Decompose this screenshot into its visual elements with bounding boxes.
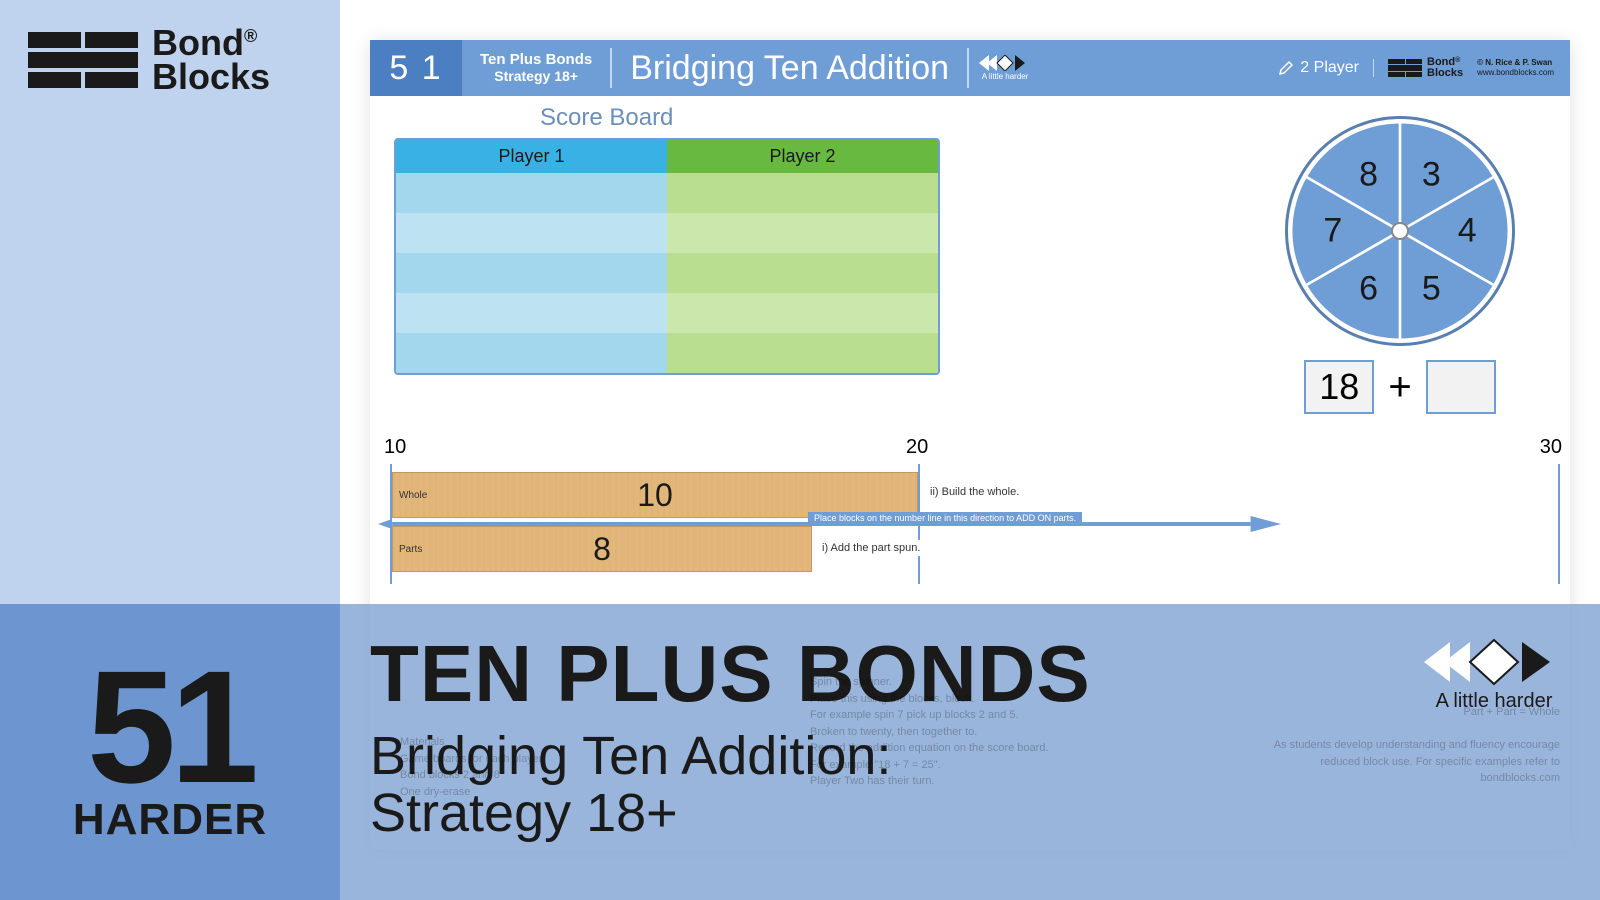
- plus-icon: +: [1388, 365, 1411, 410]
- scoreboard: Player 1 Player 2: [394, 138, 940, 375]
- brand-logo: Bond®Blocks: [28, 26, 270, 94]
- nl-tick-label: 10: [384, 436, 406, 459]
- scoreboard-p2-header: Player 2: [667, 140, 938, 173]
- equation: 18 +: [1270, 360, 1530, 414]
- spinner-value: 6: [1359, 270, 1378, 309]
- card-header-right: 2 Player Bond®Blocks © N. Rice & P. Swan…: [1278, 57, 1570, 79]
- spinner-value: 8: [1359, 156, 1378, 195]
- build-note: ii) Build the whole.: [930, 486, 1019, 498]
- card-number: 5 1: [370, 40, 462, 96]
- spinner-value: 7: [1323, 212, 1342, 251]
- website: www.bondblocks.com: [1477, 68, 1554, 78]
- card-header: 5 1 Ten Plus Bonds Strategy 18+ Bridging…: [370, 40, 1570, 96]
- difficulty-indicator: A little harder: [1424, 638, 1564, 713]
- player-count: 2 Player: [1278, 59, 1374, 77]
- ghost-instructions: MaterialsGame boards for each playerBond…: [400, 734, 780, 800]
- banner-number: 51: [87, 659, 253, 795]
- logo-bricks-icon: [28, 32, 138, 88]
- card-title: Bridging Ten Addition: [612, 49, 967, 88]
- spinner-value: 5: [1422, 270, 1441, 309]
- mini-brand-logo: Bond®Blocks: [1388, 57, 1463, 79]
- credits: © N. Rice & P. Swan: [1477, 58, 1554, 68]
- parts-label: Parts: [399, 544, 422, 555]
- nl-tick-label: 20: [906, 436, 928, 459]
- spinner-area: 8 3 7 4 6 5 18 +: [1270, 116, 1530, 414]
- difficulty-icons: [1424, 638, 1564, 686]
- whole-label: Whole: [399, 490, 427, 501]
- pencil-icon: [1278, 60, 1294, 76]
- banner-tag: HARDER: [73, 795, 267, 845]
- divider: [967, 48, 969, 88]
- spinner-value: 4: [1458, 212, 1477, 251]
- difficulty-indicator-small: A little harder: [979, 55, 1031, 81]
- parts-block[interactable]: Parts 8: [392, 526, 812, 572]
- addpart-note: i) Add the part spun.: [818, 540, 924, 556]
- spinner-hub-icon: [1391, 222, 1409, 240]
- card-strategy: Ten Plus Bonds Strategy 18+: [462, 52, 610, 84]
- ghost-instructions: Part + Part = WholeAs students develop u…: [1250, 704, 1560, 787]
- banner-main: TEN PLUS BONDS Bridging Ten Addition:Str…: [340, 604, 1600, 900]
- equation-right[interactable]: [1426, 360, 1496, 414]
- difficulty-icons: [979, 55, 1031, 71]
- spinner-value: 3: [1422, 156, 1441, 195]
- number-line: 10 20 30 Whole 10 Parts 8 ii) Build the …: [378, 436, 1562, 584]
- nl-tick-label: 30: [1540, 436, 1562, 459]
- scoreboard-title: Score Board: [540, 104, 673, 132]
- title-banner: 51 HARDER TEN PLUS BONDS Bridging Ten Ad…: [0, 604, 1600, 900]
- spinner[interactable]: 8 3 7 4 6 5: [1285, 116, 1515, 346]
- equation-left[interactable]: 18: [1304, 360, 1374, 414]
- banner-left: 51 HARDER: [0, 604, 340, 900]
- scoreboard-p1-header: Player 1: [396, 140, 667, 173]
- brand-text: Bond®Blocks: [152, 26, 270, 94]
- arrow-caption: Place blocks on the number line in this …: [808, 512, 1082, 524]
- ghost-instructions: Spin the spinner.Place this using the bl…: [810, 674, 1150, 790]
